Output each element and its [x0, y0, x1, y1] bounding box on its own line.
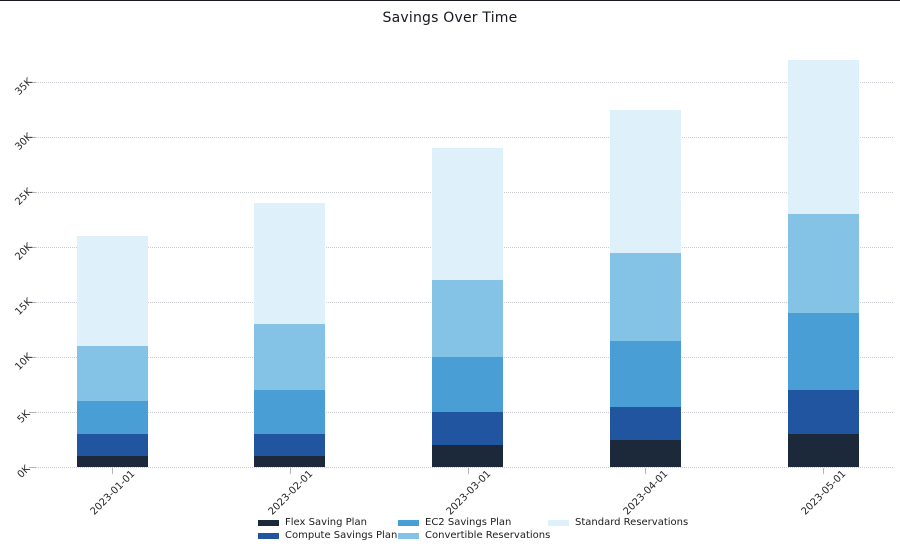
legend-column: EC2 Savings Plan Convertible Reservations — [398, 516, 551, 542]
x-axis-tick — [823, 468, 824, 474]
y-axis-tick — [29, 82, 36, 83]
chart-legend: Flex Saving Plan Compute Savings Plan EC2 … — [258, 516, 688, 542]
bar-segment-flex-saving-plan — [787, 434, 859, 467]
legend-item-standard-reservations: Standard Reservations — [548, 516, 688, 529]
gridline — [35, 82, 893, 83]
bar-segment-compute-savings-plan — [787, 390, 859, 434]
bar-segment-ec2-savings-plan — [609, 340, 681, 407]
legend-label: Convertible Reservations — [425, 530, 551, 541]
legend-swatch-icon — [398, 519, 419, 526]
bar-segment-convertible-reservations — [76, 346, 148, 401]
bar-segment-compute-savings-plan — [254, 434, 326, 456]
y-axis-tick — [29, 357, 36, 358]
x-axis-tick — [289, 468, 291, 474]
legend-item-ec2-savings-plan: EC2 Savings Plan — [398, 516, 548, 529]
bar-segment-standard-reservations — [432, 148, 503, 280]
y-axis-tick-label: 25K — [13, 186, 35, 208]
bar-segment-flex-saving-plan — [609, 439, 681, 467]
x-axis-tick-label: 2023-02-01 — [266, 468, 316, 518]
y-axis-tick — [29, 192, 36, 193]
bar-segment-convertible-reservations — [787, 214, 859, 313]
legend-label: Standard Reservations — [575, 517, 689, 528]
legend-label: Flex Saving Plan — [285, 517, 367, 528]
y-axis-tick — [29, 302, 36, 303]
y-axis-tick-label: 15K — [13, 296, 35, 318]
bar-segment-standard-reservations — [609, 109, 681, 253]
y-axis-tick-label: 10K — [13, 351, 35, 373]
y-axis-tick — [29, 137, 36, 138]
bar-segment-convertible-reservations — [609, 252, 681, 341]
bar-segment-compute-savings-plan — [76, 434, 148, 456]
bar-segment-ec2-savings-plan — [76, 401, 148, 434]
bar-segment-ec2-savings-plan — [432, 357, 503, 412]
chart-title: Savings Over Time — [382, 10, 518, 26]
x-axis-tick-label: 2023-04-01 — [621, 468, 671, 518]
bar-segment-ec2-savings-plan — [787, 313, 859, 390]
bar-segment-compute-savings-plan — [609, 406, 681, 440]
x-axis-tick-label: 2023-05-01 — [799, 468, 849, 518]
gridline — [35, 467, 893, 468]
gridline — [35, 137, 893, 138]
legend-swatch-icon — [398, 532, 419, 539]
bar-segment-flex-saving-plan — [432, 445, 503, 467]
legend-label: EC2 Savings Plan — [425, 517, 512, 528]
y-axis-tick-label: 20K — [13, 241, 35, 263]
bar-segment-flex-saving-plan — [76, 456, 148, 467]
y-axis-tick — [29, 247, 36, 248]
y-axis-tick — [29, 412, 36, 413]
x-axis-tick-label: 2023-03-01 — [444, 468, 493, 518]
legend-item-compute-savings-plan: Compute Savings Plan — [258, 529, 398, 542]
y-axis-tick — [29, 467, 36, 468]
x-axis-tick — [645, 468, 647, 474]
bar-segment-standard-reservations — [787, 60, 859, 214]
bar-segment-ec2-savings-plan — [254, 390, 326, 434]
legend-label: Compute Savings Plan — [285, 530, 398, 541]
legend-item-flex-saving-plan: Flex Saving Plan — [258, 516, 398, 529]
bar-segment-convertible-reservations — [432, 280, 503, 357]
legend-column: Standard Reservations — [548, 516, 688, 542]
bar-segment-standard-reservations — [254, 203, 326, 324]
y-axis-tick-label: 30K — [13, 131, 35, 153]
legend-swatch-icon — [258, 532, 279, 539]
bar-segment-flex-saving-plan — [254, 456, 326, 467]
legend-item-convertible-reservations: Convertible Reservations — [398, 529, 551, 542]
x-axis-tick-label: 2023-01-01 — [88, 468, 138, 518]
legend-column: Flex Saving Plan Compute Savings Plan — [258, 516, 398, 542]
y-axis-tick-label: 35K — [13, 76, 35, 98]
legend-swatch-icon — [258, 519, 279, 526]
bar-segment-compute-savings-plan — [432, 412, 503, 445]
bar-segment-standard-reservations — [76, 236, 148, 346]
bar-segment-convertible-reservations — [254, 324, 326, 390]
legend-swatch-icon — [548, 519, 569, 526]
x-axis-tick — [112, 468, 113, 474]
x-axis-tick — [467, 468, 469, 474]
